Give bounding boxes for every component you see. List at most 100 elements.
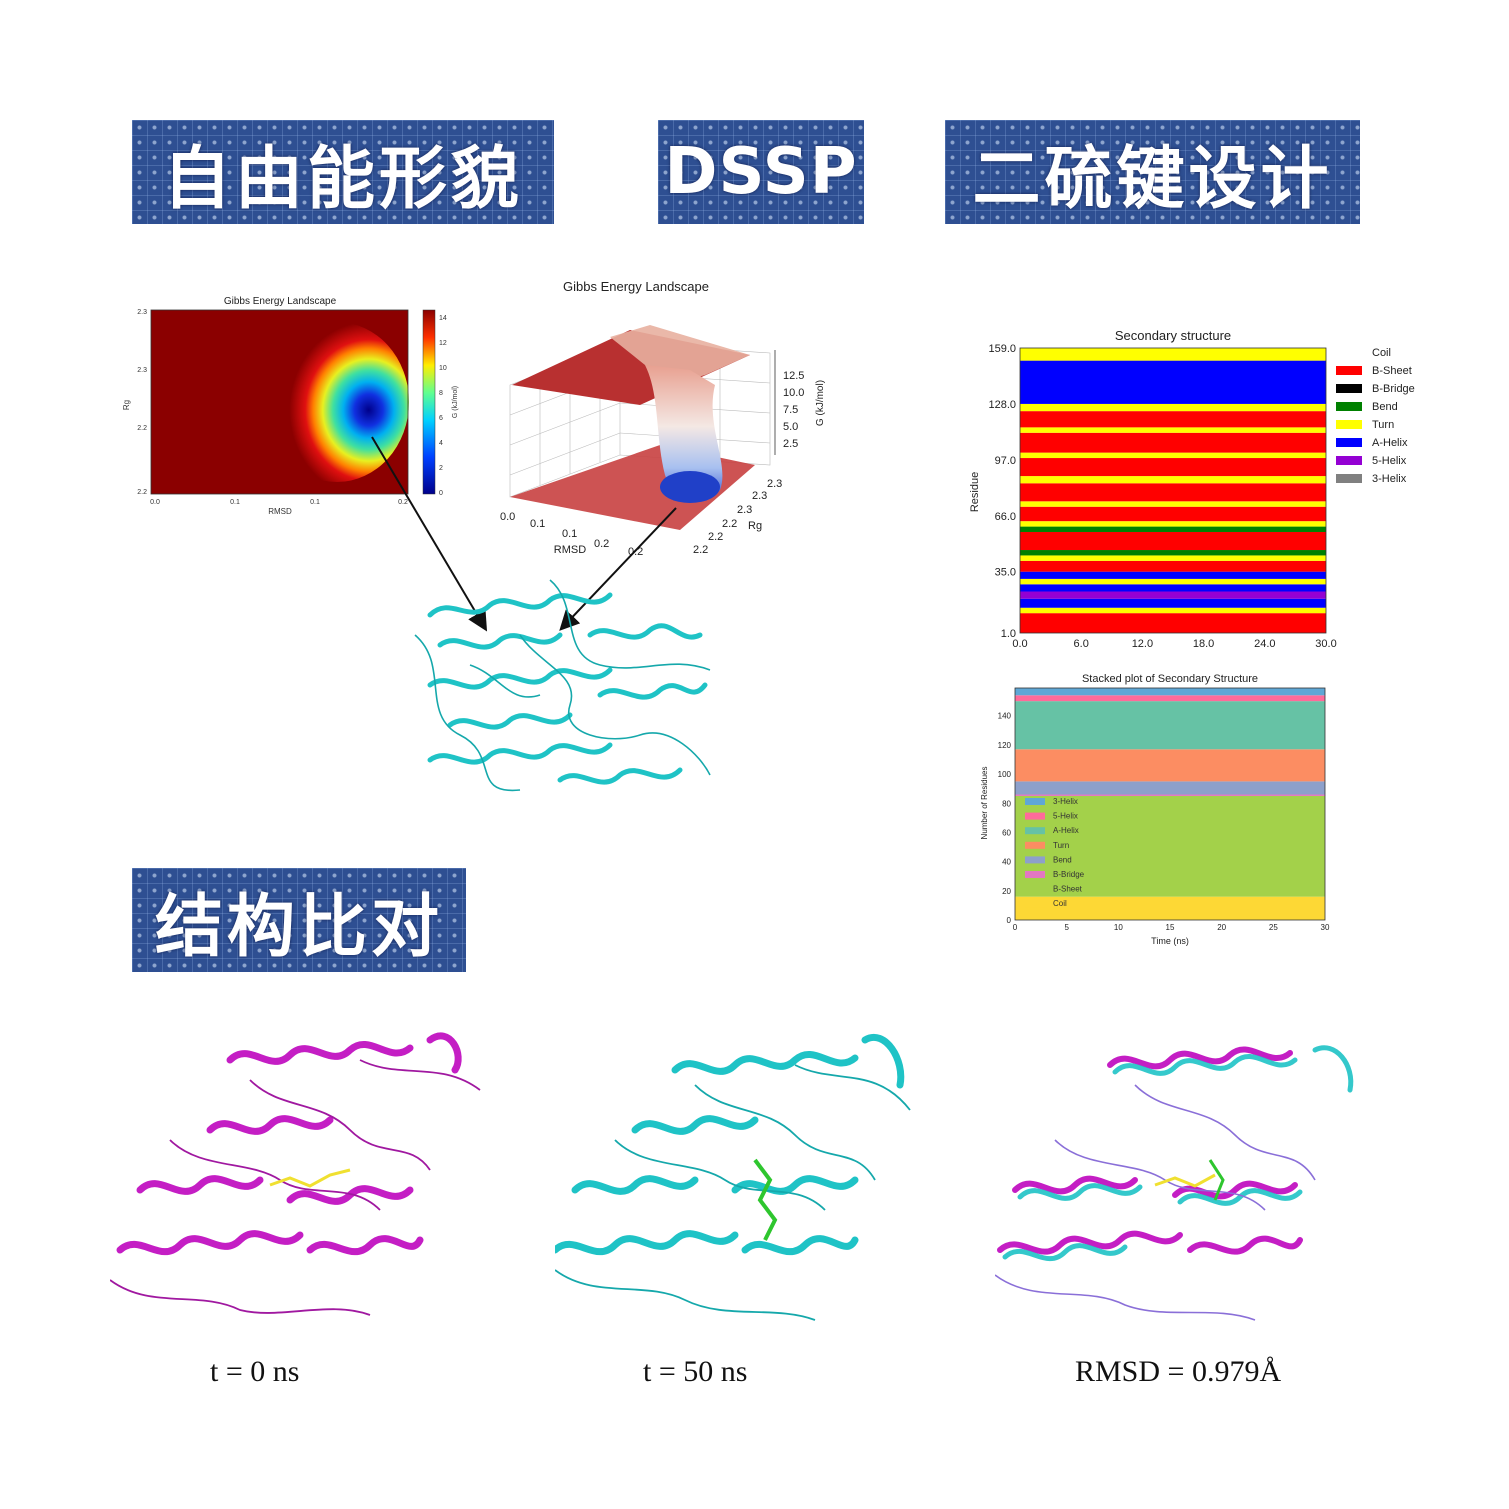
stack-ytick: 120 <box>998 741 1012 750</box>
fel-2d-xtick: 0.2 <box>398 499 408 506</box>
dssp-band <box>1020 591 1326 599</box>
dssp-band <box>1020 411 1326 428</box>
stack-legend-label: A-Helix <box>1053 826 1079 835</box>
dssp-legend-label: 5-Helix <box>1372 455 1407 467</box>
dssp-legend-label: B-Bridge <box>1372 383 1415 395</box>
dssp-ytick: 35.0 <box>995 567 1016 579</box>
dssp-ylabel: Residue <box>969 472 981 512</box>
fel-2d-heatmap: Gibbs Energy Landscape 2.3 2.3 2.2 2.2 R… <box>122 296 459 516</box>
stack-legend-label: Turn <box>1053 841 1069 850</box>
fel-3d-xlabel: RMSD <box>554 544 586 556</box>
dssp-band <box>1020 560 1326 572</box>
fel-3d-ztick: 10.0 <box>783 387 804 399</box>
fel-2d-colorbar <box>422 309 436 495</box>
stack-ylabel: Number of Residues <box>980 767 989 840</box>
fel-2d-cbar-tick: 2 <box>439 465 443 472</box>
stack-area <box>1015 794 1325 796</box>
dssp-band <box>1020 348 1326 361</box>
dssp-title: Secondary structure <box>1115 328 1231 343</box>
fel-3d-ylabel: Rg <box>748 520 762 532</box>
dssp-xtick: 24.0 <box>1254 638 1275 650</box>
fel-2d-ytick: 2.2 <box>137 489 147 496</box>
fel-2d-cbar-tick: 14 <box>439 315 447 322</box>
stack-legend-label: Bend <box>1053 855 1072 864</box>
caption-t50: t = 50 ns <box>643 1355 748 1388</box>
dssp-legend-swatch <box>1336 456 1362 465</box>
stack-legend-label: Coil <box>1053 899 1067 908</box>
dssp-legend-swatch <box>1336 384 1362 393</box>
fel-2d-ylabel: Rg <box>122 400 131 410</box>
dssp-band <box>1020 531 1326 551</box>
stack-ytick: 40 <box>1002 858 1011 867</box>
dssp-xtick: 12.0 <box>1132 638 1153 650</box>
dssp-legend-swatch <box>1336 420 1362 429</box>
fel-2d-ytick: 2.3 <box>137 367 147 374</box>
stack-legend-swatch <box>1025 885 1045 893</box>
stack-legend-swatch <box>1025 856 1045 864</box>
ligand-overlay-yellow <box>1154 1173 1216 1188</box>
fel-2d-xtick: 0.1 <box>230 499 240 506</box>
dssp-band <box>1020 613 1326 633</box>
banner-disulfide: 二硫键设计 <box>945 120 1360 224</box>
fel-3d-xtick: 0.0 <box>500 511 515 523</box>
ligand-t0 <box>269 1168 351 1188</box>
dssp-xtick: 30.0 <box>1315 638 1336 650</box>
dssp-band <box>1020 526 1326 532</box>
stack-legend-swatch <box>1025 900 1045 908</box>
stack-area <box>1015 688 1325 696</box>
fel-2d-title: Gibbs Energy Landscape <box>224 296 337 307</box>
dssp-secondary-structure-chart: Secondary structure 1.0 35.0 66.0 97.0 128.0… <box>969 328 1415 650</box>
caption-rmsd: RMSD = 0.979Å <box>1075 1355 1282 1388</box>
protein-structure-t0 <box>110 1032 481 1316</box>
dssp-legend-swatch <box>1336 438 1362 447</box>
dssp-band <box>1020 607 1326 614</box>
ligand-overlay-green <box>1208 1159 1225 1201</box>
dssp-band <box>1020 550 1326 556</box>
stack-legend-swatch <box>1025 812 1045 820</box>
stack-ytick: 100 <box>998 770 1012 779</box>
fel-3d-xtick: 0.1 <box>530 518 545 530</box>
dssp-ytick: 128.0 <box>988 399 1016 411</box>
stack-legend-label: 3-Helix <box>1053 797 1078 806</box>
fel-3d-ztick: 12.5 <box>783 370 804 382</box>
stack-legend-swatch <box>1025 827 1045 835</box>
protein-structure-overlay <box>995 1045 1354 1321</box>
fel-3d-ztick: 7.5 <box>783 404 798 416</box>
fel-3d-ytick: 2.2 <box>708 531 723 543</box>
fel-2d-xtick: 0.0 <box>150 499 160 506</box>
dssp-band <box>1020 598 1326 608</box>
dssp-band <box>1020 432 1326 453</box>
stack-legend-swatch <box>1025 871 1045 878</box>
stack-xtick: 10 <box>1114 923 1123 932</box>
dssp-ytick: 97.0 <box>995 455 1016 467</box>
stack-xtick: 30 <box>1321 923 1330 932</box>
fel-3d-xtick: 0.2 <box>628 546 643 558</box>
dssp-ytick: 1.0 <box>1001 628 1016 640</box>
stack-xtick: 20 <box>1217 923 1226 932</box>
protein-structure-t50 <box>555 1034 911 1321</box>
fel-3d-ztick: 2.5 <box>783 438 798 450</box>
dssp-legend-swatch <box>1336 474 1362 483</box>
stack-legend-swatch <box>1025 798 1045 805</box>
fel-2d-cbar-tick: 4 <box>439 440 443 447</box>
dssp-ytick: 66.0 <box>995 511 1016 523</box>
dssp-band <box>1020 578 1326 585</box>
banner-dssp: DSSP <box>658 120 864 224</box>
stack-ytick: 140 <box>998 712 1012 721</box>
stack-xtick: 15 <box>1166 923 1175 932</box>
fel-2d-cbar-tick: 10 <box>439 365 447 372</box>
stack-area <box>1015 749 1325 782</box>
fel-2d-cbar-tick: 0 <box>439 490 443 497</box>
fel-3d-ztick: 5.0 <box>783 421 798 433</box>
dssp-band <box>1020 501 1326 507</box>
dssp-band <box>1020 506 1326 522</box>
ligand-t50 <box>753 1158 778 1241</box>
stack-ytick: 20 <box>1002 887 1011 896</box>
banner-free-energy: 自由能形貌 <box>132 120 554 224</box>
dssp-band <box>1020 476 1326 484</box>
stack-ytick: 0 <box>1007 916 1012 925</box>
fel-2d-ytick: 2.2 <box>137 425 147 432</box>
fel-3d-ytick: 2.3 <box>737 504 752 516</box>
dssp-legend-label: Turn <box>1372 419 1394 431</box>
stacked-secondary-structure-chart: Stacked plot of Secondary Structure 0 20 4… <box>980 673 1330 946</box>
